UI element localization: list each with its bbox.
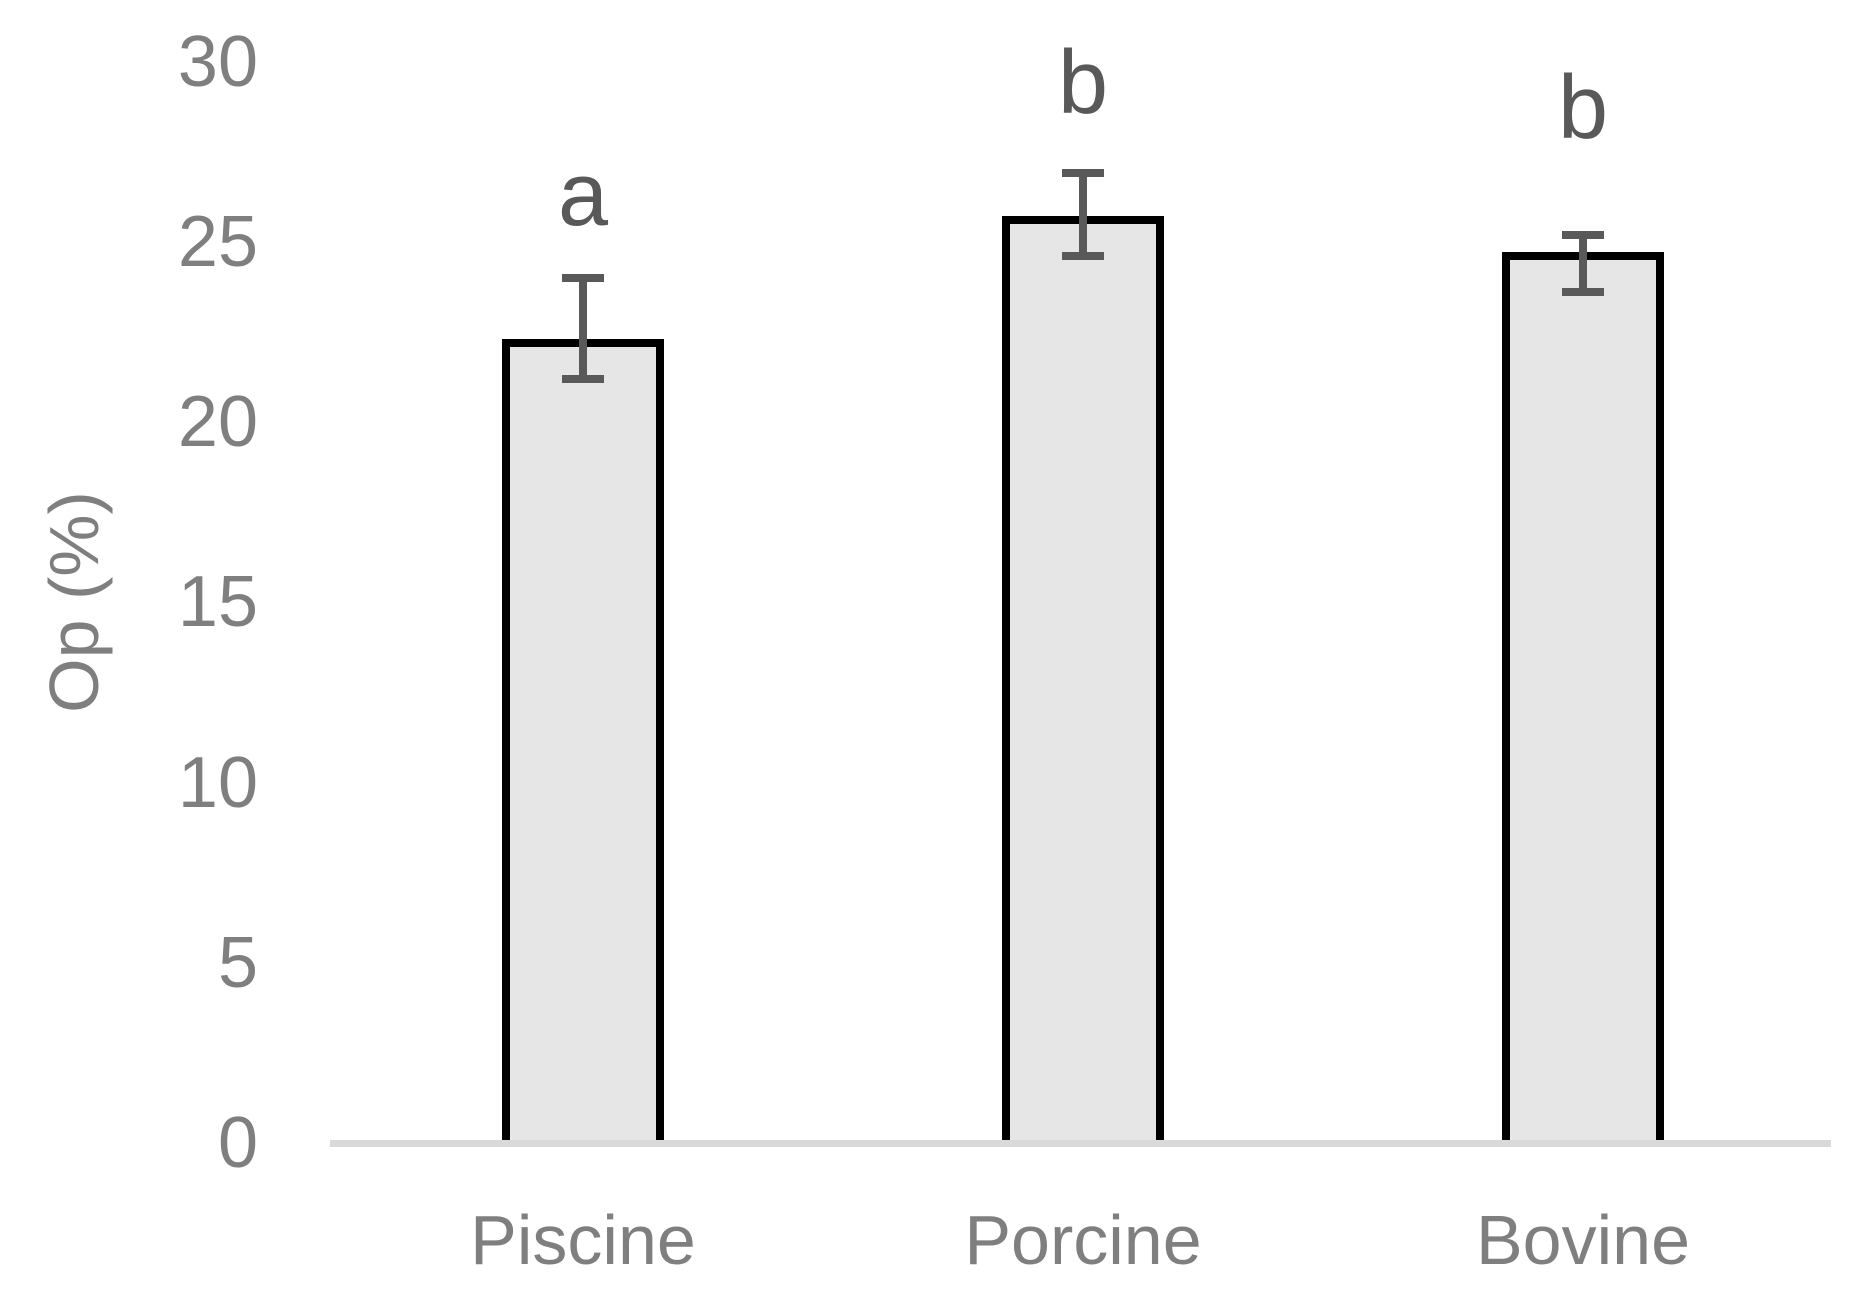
error-bar-bottom-cap <box>1062 252 1104 261</box>
significance-letter: b <box>1557 58 1609 159</box>
error-bar-line <box>1579 234 1587 293</box>
error-bar-line <box>579 277 587 379</box>
significance-letter: a <box>557 144 609 245</box>
x-category-label: Porcine <box>964 1201 1202 1279</box>
x-category-label: Piscine <box>470 1201 696 1279</box>
error-bar-bottom-cap <box>1562 288 1604 297</box>
y-tick-label: 5 <box>217 922 258 1003</box>
bar <box>502 338 664 1140</box>
significance-letter: b <box>1057 33 1109 134</box>
error-bar-top-cap <box>562 273 604 282</box>
x-category-label: Bovine <box>1475 1201 1691 1279</box>
y-tick-label: 20 <box>177 382 258 462</box>
y-tick-label: 10 <box>177 742 258 823</box>
error-bar-top-cap <box>1062 169 1104 178</box>
bar <box>1002 216 1164 1140</box>
y-tick-label: 15 <box>177 562 258 643</box>
x-axis-line <box>330 1140 1831 1147</box>
error-bar-top-cap <box>1562 230 1604 239</box>
error-bar-bottom-cap <box>562 374 604 383</box>
y-tick-label: 30 <box>177 21 258 102</box>
bar <box>1502 252 1664 1140</box>
y-tick-label: 0 <box>217 1103 258 1183</box>
error-bar-line <box>1079 173 1087 257</box>
y-tick-label: 25 <box>177 201 258 282</box>
